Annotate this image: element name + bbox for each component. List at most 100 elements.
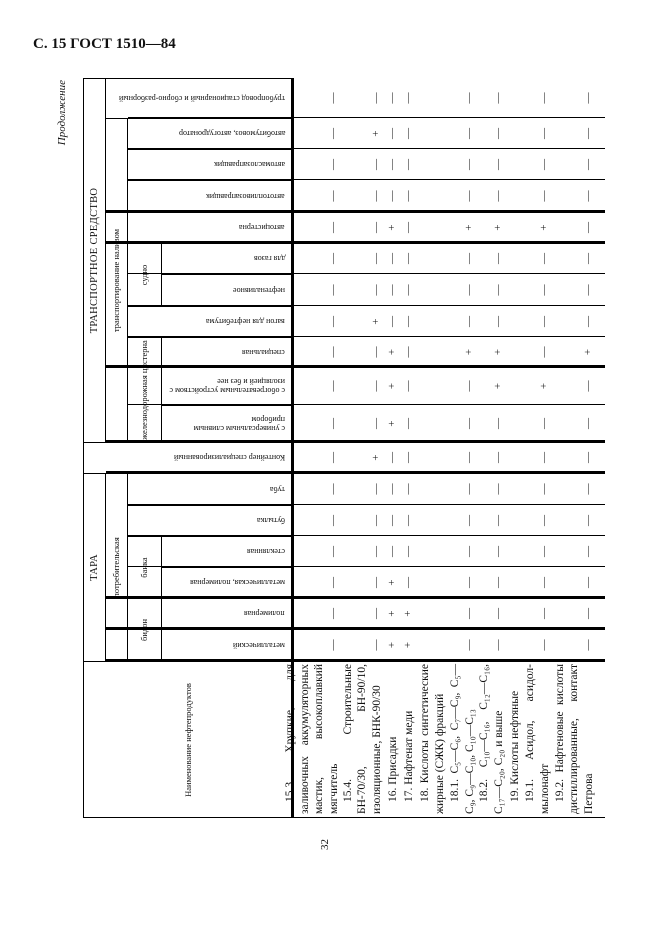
rotated-table: Продолжение 32 Наименование нефтепродукт… xyxy=(56,78,605,850)
header-oil-truck: автомаслозаправщик xyxy=(128,149,293,180)
mark-not-allowed: — xyxy=(327,316,339,327)
table-row: 17. Нафтенат меди + + — — — — — — — — — — — — — — — — xyxy=(400,78,416,818)
column-rule xyxy=(128,273,605,275)
mark-not-allowed: — xyxy=(463,380,475,392)
mark-not-allowed: — xyxy=(582,92,594,104)
header-ship-oil: нефтеналивное xyxy=(162,274,293,306)
mark-not-allowed: — xyxy=(582,483,594,495)
mark-not-allowed: — xyxy=(402,190,414,202)
page-number: 32 xyxy=(319,839,331,850)
mark-not-allowed: — xyxy=(538,639,550,651)
mark-not-allowed: — xyxy=(327,452,339,463)
mark-not-allowed: — xyxy=(370,577,382,588)
mark-not-allowed: — xyxy=(463,128,475,139)
mark-not-allowed: — xyxy=(402,380,414,392)
mark-allowed: + xyxy=(582,348,594,356)
mark-not-allowed: — xyxy=(327,128,339,139)
mark-not-allowed: — xyxy=(386,546,398,557)
mark-not-allowed: — xyxy=(370,546,382,557)
mark-not-allowed: — xyxy=(327,253,339,264)
header-consumer: потребительская xyxy=(106,473,128,661)
mark-not-allowed: — xyxy=(492,546,504,557)
mark-not-allowed: — xyxy=(327,92,339,104)
column-rule xyxy=(128,504,605,506)
mark-allowed: + xyxy=(386,579,398,586)
mark-not-allowed: — xyxy=(492,515,504,526)
mark-allowed: + xyxy=(386,224,398,231)
mark-not-allowed: — xyxy=(582,418,594,429)
header-rail-heating: с обогревательным устройством с изоляцие… xyxy=(162,367,293,405)
column-rule xyxy=(106,627,605,630)
mark-not-allowed: — xyxy=(582,253,594,264)
mark-not-allowed: — xyxy=(463,92,475,104)
mark-not-allowed: — xyxy=(327,639,339,651)
header-tara: ТАРА xyxy=(83,473,106,661)
mark-not-allowed: — xyxy=(582,316,594,327)
mark-not-allowed: — xyxy=(463,483,475,495)
mark-not-allowed: — xyxy=(582,222,594,233)
mark-allowed: + xyxy=(538,224,550,231)
header-product-name: Наименование нефтепродуктов xyxy=(83,661,293,818)
column-rule xyxy=(128,535,605,537)
mark-not-allowed: — xyxy=(327,190,339,202)
column-rule xyxy=(106,241,605,244)
column-rule xyxy=(106,440,605,443)
mark-not-allowed: — xyxy=(492,253,504,264)
mark-not-allowed: — xyxy=(538,577,550,588)
mark-not-allowed: — xyxy=(463,190,475,202)
mark-not-allowed: — xyxy=(386,316,398,327)
table-row: 15.4. Строительные БН-70/30, БН-90/10, и… xyxy=(341,78,384,818)
table-row: 18.2. C₁₀—C₁₆, C₁₂—C₁₆, C₁₇—C₂₀, C₂₀ и в… xyxy=(477,78,506,818)
mark-not-allowed: — xyxy=(327,159,339,170)
mark-not-allowed: — xyxy=(492,190,504,202)
mark-not-allowed: — xyxy=(463,452,475,463)
mark-not-allowed: — xyxy=(463,515,475,526)
mark-not-allowed: — xyxy=(463,253,475,264)
column-rule xyxy=(106,596,605,599)
page-title: С. 15 ГОСТ 1510—84 xyxy=(33,36,176,52)
mark-not-allowed: — xyxy=(386,190,398,202)
mark-not-allowed: — xyxy=(386,159,398,170)
mark-not-allowed: — xyxy=(370,515,382,526)
mark-not-allowed: — xyxy=(582,639,594,651)
mark-not-allowed: — xyxy=(402,222,414,233)
mark-not-allowed: — xyxy=(327,418,339,429)
mark-not-allowed: — xyxy=(582,515,594,526)
header-body-divider xyxy=(291,78,294,818)
column-rule xyxy=(128,179,605,181)
mark-not-allowed: — xyxy=(538,483,550,495)
mark-not-allowed: — xyxy=(402,546,414,557)
mark-allowed: + xyxy=(386,641,398,649)
continuation-label: Продолжение xyxy=(56,80,68,146)
mark-not-allowed: — xyxy=(402,346,414,358)
mark-not-allowed: — xyxy=(402,452,414,463)
mark-not-allowed: — xyxy=(538,159,550,170)
mark-not-allowed: — xyxy=(463,608,475,619)
header-bidon-polymer: полимерная xyxy=(162,598,293,629)
mark-allowed: + xyxy=(492,382,504,390)
mark-not-allowed: — xyxy=(538,418,550,429)
mark-not-allowed: — xyxy=(370,608,382,619)
mark-not-allowed: — xyxy=(370,92,382,104)
product-name: 18.1. C₅—C₆, C₇—C₉, C₅—C₉, C₉—C₁₀, C₁₀—C… xyxy=(449,664,476,814)
mark-not-allowed: — xyxy=(492,92,504,104)
mark-not-allowed: — xyxy=(386,128,398,139)
header-rail-universal: с универсальным сливным прибором xyxy=(162,405,293,442)
mark-not-allowed: — xyxy=(582,546,594,557)
column-rule xyxy=(106,365,605,368)
mark-allowed: + xyxy=(370,318,382,325)
mark-not-allowed: — xyxy=(582,452,594,463)
mark-allowed: + xyxy=(386,348,398,356)
product-name: 17. Нафтенат меди xyxy=(402,710,415,802)
mark-allowed: + xyxy=(386,610,398,617)
mark-not-allowed: — xyxy=(538,608,550,619)
table-row: 18. Кислоты синтетические жирные (СЖК) ф… xyxy=(416,78,447,818)
mark-allowed: + xyxy=(463,348,475,356)
product-name: 18. Кислоты синтетические жирные (СЖК) ф… xyxy=(419,664,446,814)
mark-allowed: + xyxy=(402,610,414,617)
header-tube: туба xyxy=(128,473,293,505)
product-name: 16. Присадки xyxy=(386,736,399,802)
mark-not-allowed: — xyxy=(402,128,414,139)
mark-not-allowed: — xyxy=(538,92,550,104)
header-banka-glass: стеклянная xyxy=(162,536,293,567)
